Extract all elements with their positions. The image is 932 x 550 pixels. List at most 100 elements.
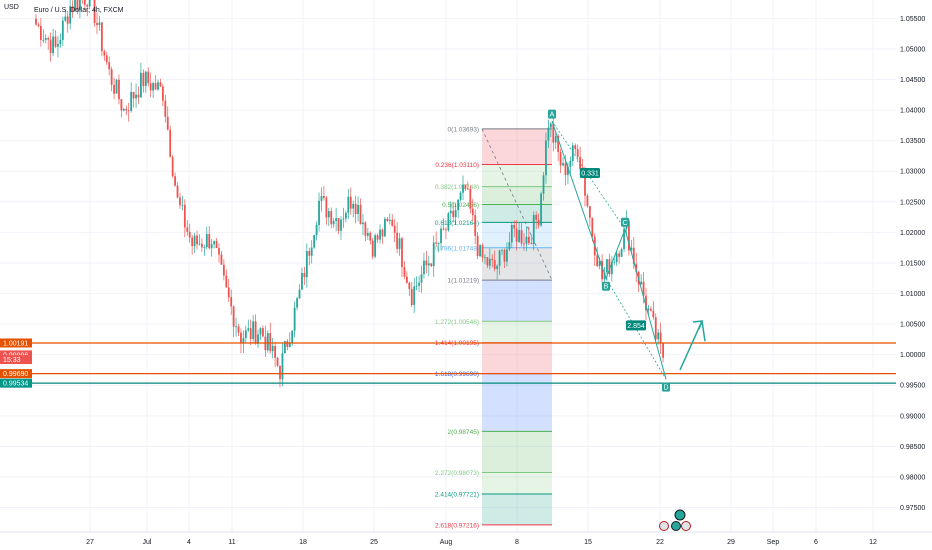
candle-body [166,116,169,130]
y-tick-label: 1.02500 [900,199,925,206]
pattern-ratio-label: 2.854 [627,323,645,330]
candle-body [457,199,460,211]
candle-body [301,273,303,290]
candle-body [237,326,240,333]
candle-body [591,217,594,237]
fib-level-label: 0.5(1.02456) [442,202,479,209]
candle-body [283,341,286,354]
candle-body [535,215,538,220]
pattern-leg[interactable] [605,229,626,279]
candle-body [388,219,391,221]
candle-body [281,353,284,380]
candle-body [510,224,513,243]
event-icon[interactable] [674,509,686,521]
pattern-point-badge[interactable] [662,382,670,392]
fib-level-label: 2.272(0.98073) [435,470,479,477]
pattern-point-badge[interactable] [548,109,556,119]
candle-body [576,149,579,157]
candle-body [567,166,569,176]
candle-body [454,210,457,218]
candle-body [37,24,40,27]
candle-body [96,23,98,26]
candle-body [384,218,386,237]
pattern-leg[interactable] [624,229,667,380]
candle-body [479,245,481,257]
candle-body [632,247,635,264]
candle-body [645,295,647,311]
projection-arrow[interactable] [701,320,706,342]
candle-body [291,330,294,344]
flag-icon[interactable] [659,521,669,531]
candle-body [630,247,633,251]
candle-body [584,175,586,196]
price-tag-label: 0.99534 [3,381,28,388]
event-icons[interactable] [659,509,691,531]
candle-body [171,156,174,177]
y-tick-label: 0.99500 [900,383,925,390]
horizontal-lines[interactable] [0,342,932,384]
price-axis[interactable]: 1.05500 1.05000 1.04500 1.04000 1.03500 1.030… [900,16,925,512]
candle-body [549,123,552,128]
flag-icon[interactable] [681,521,691,531]
candle-body [35,18,37,25]
pattern-diagonal[interactable] [605,278,667,380]
x-tick-label: Jul [143,539,152,546]
pattern-leg[interactable] [551,120,607,279]
candle-body [410,289,413,306]
candle-body [508,242,511,250]
candle-body [496,265,499,270]
candle-body [545,140,547,176]
fib-level-label: 2(0.98745) [448,429,479,436]
projection-arrow[interactable] [679,320,703,371]
candle-body [440,228,442,244]
time-axis[interactable]: 27 Jul 4 11 18 25 Aug 8 15 22 29 Sep 6 12 [86,539,877,546]
x-tick-label: 8 [515,539,519,546]
candle-body [49,39,52,54]
candle-body [142,72,145,86]
y-tick-label: 1.03500 [900,138,925,145]
event-icon[interactable] [671,521,681,531]
candle-body [386,218,389,221]
candle-body [293,307,296,331]
price-tag-label: 15:33 [3,357,21,364]
candle-body [542,175,545,194]
fibonacci-extension[interactable]: 0(1.03693) 0.236(1.03110) 0.382(1.02748) 0.… [435,126,553,529]
fib-zone [482,342,552,374]
fib-level-label: 0.382(1.02748) [435,184,479,191]
y-tick-label: 1.01500 [900,260,925,267]
candle-body [420,274,423,283]
fib-trend-line[interactable] [481,128,553,281]
candle-body [608,259,611,275]
candle-body [447,213,450,231]
candle-body [464,184,467,189]
fib-level-label: 1.618(0.99690) [435,371,479,378]
candle-body [122,108,125,111]
candle-body [649,308,652,311]
candle-body [152,83,155,91]
fib-level-label: 0.618(1.02164) [435,220,479,227]
price-tag-label: 0.99690 [3,371,28,378]
fib-zone [482,186,552,205]
candle-body [610,262,613,275]
pattern-ratio-badge[interactable] [580,168,600,179]
harmonic-pattern[interactable]: A B C D 0.331 2.854 [548,109,706,392]
candle-body [362,222,364,225]
candle-body [476,235,479,257]
candle-body [652,310,655,318]
candle-body [247,328,250,331]
candle-body [279,365,281,380]
pattern-point-badge[interactable] [602,281,610,291]
pattern-point-badge[interactable] [621,217,629,227]
candle-body [432,242,435,267]
candle-body [520,230,523,244]
candle-body [459,192,462,200]
candle-body [220,254,223,265]
candle-body [562,163,564,166]
candle-body [552,123,555,143]
pattern-ratio-badge[interactable] [626,320,646,331]
candle-body [613,262,616,263]
candle-body [344,212,347,219]
candle-body [130,91,133,111]
candle-body [218,248,220,255]
